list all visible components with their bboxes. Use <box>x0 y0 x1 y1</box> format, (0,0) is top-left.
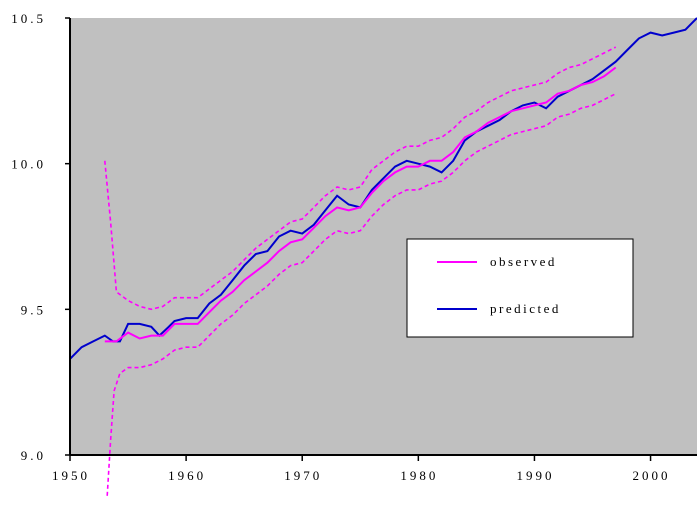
series-lines <box>70 17 697 496</box>
legend-box <box>406 238 634 338</box>
x-axis-ticks: 1950 1960 1970 1980 1990 2000 <box>52 455 671 483</box>
series-line-observed <box>104 66 617 343</box>
x-tick-label: 1950 <box>52 468 90 483</box>
y-tick-label: 9.0 <box>21 448 46 463</box>
plot-area <box>70 18 697 455</box>
confidence-band-upper <box>104 46 617 311</box>
x-tick-label: 1960 <box>168 468 206 483</box>
x-tick-label: 1970 <box>284 468 322 483</box>
y-axis-ticks: 9.0 9.5 10.0 10.5 <box>11 11 70 463</box>
legend-label-observed: observed <box>490 254 557 269</box>
y-tick-label: 9.5 <box>21 302 46 317</box>
legend-label-predicted: predicted <box>490 301 561 316</box>
x-tick-label: 2000 <box>633 468 671 483</box>
x-tick-label: 1980 <box>400 468 438 483</box>
y-tick-label: 10.5 <box>11 11 46 26</box>
axes <box>69 18 697 456</box>
legend: observed predicted <box>406 238 634 338</box>
series-line-predicted <box>70 17 697 360</box>
x-tick-label: 1990 <box>516 468 554 483</box>
y-tick-label: 10.0 <box>11 157 46 172</box>
